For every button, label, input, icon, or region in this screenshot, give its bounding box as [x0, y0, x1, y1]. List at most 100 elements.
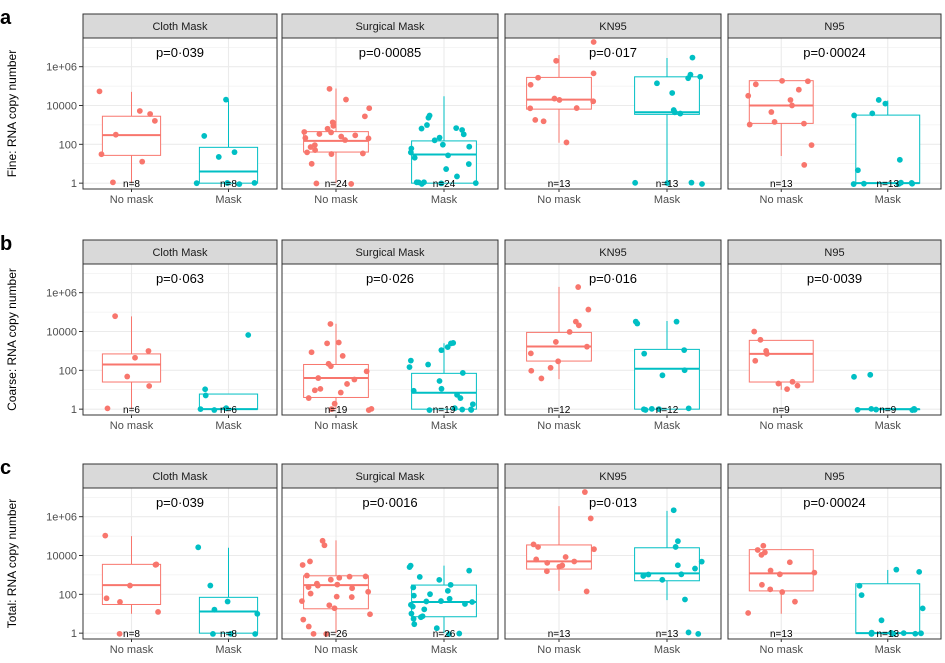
data-point — [308, 160, 315, 167]
data-point — [688, 179, 695, 186]
data-point — [425, 361, 432, 368]
group-no-mask: n=6 — [101, 313, 162, 416]
data-point — [527, 350, 534, 357]
data-point — [562, 554, 569, 560]
data-point — [566, 328, 573, 335]
data-point — [916, 568, 923, 575]
data-point — [327, 576, 334, 583]
data-point — [556, 563, 563, 570]
facet-title: Cloth Mask — [152, 21, 208, 33]
data-point — [305, 584, 312, 590]
data-point — [856, 582, 863, 589]
data-point — [328, 406, 335, 412]
data-point — [752, 81, 759, 88]
data-point — [411, 154, 418, 161]
panel-border — [504, 263, 722, 416]
n-label: n=24 — [433, 179, 456, 190]
data-point — [868, 631, 875, 637]
panel-border — [504, 37, 722, 190]
data-point — [878, 617, 885, 624]
data-point — [311, 387, 318, 394]
data-point — [456, 630, 463, 637]
data-point — [438, 598, 444, 604]
data-point — [327, 363, 334, 370]
x-tick-label: Mask — [431, 194, 458, 206]
data-point — [752, 357, 759, 364]
data-point — [457, 395, 464, 401]
data-point — [758, 551, 765, 558]
data-point — [300, 616, 307, 623]
data-point — [551, 95, 558, 102]
data-point — [898, 179, 904, 186]
panel-border — [727, 487, 942, 640]
n-label: n=12 — [656, 405, 679, 416]
p-value: p=0·00085 — [359, 45, 422, 60]
data-point — [338, 133, 345, 140]
data-point — [227, 630, 234, 637]
box — [303, 575, 369, 610]
data-point — [553, 57, 560, 64]
p-value: p=0·00024 — [803, 45, 866, 60]
x-tick-label: No mask — [760, 420, 804, 432]
p-value: p=0·0039 — [807, 271, 862, 286]
data-point — [768, 109, 775, 115]
p-value: p=0·039 — [156, 45, 204, 60]
data-point — [685, 75, 692, 82]
data-point — [346, 573, 353, 580]
data-point — [145, 348, 152, 354]
data-point — [361, 113, 368, 120]
data-point — [410, 387, 417, 394]
data-point — [315, 375, 322, 381]
group-mask: n=8 — [193, 96, 259, 190]
data-point — [584, 343, 590, 350]
facet-title: KN95 — [599, 21, 627, 33]
x-tick-label: Mask — [431, 644, 458, 656]
data-point — [304, 149, 310, 156]
group-no-mask: n=13 — [745, 542, 818, 640]
data-point — [775, 380, 782, 387]
data-point — [224, 180, 231, 186]
data-point — [104, 405, 111, 412]
data-point — [547, 364, 554, 371]
data-point — [873, 406, 879, 413]
data-point — [117, 599, 123, 605]
x-tick-label: No mask — [110, 420, 154, 432]
data-point — [453, 125, 460, 132]
n-label: n=13 — [876, 629, 899, 640]
data-point — [900, 630, 907, 637]
facet-b-0: Cloth Mask p=0·063 n=6 No mask n=6 Mask — [82, 239, 278, 432]
data-point — [544, 559, 551, 566]
data-point — [254, 610, 261, 617]
panel-label-b: b — [0, 233, 12, 255]
data-point — [801, 162, 808, 168]
facet-strip — [504, 13, 722, 39]
n-label: n=12 — [548, 405, 571, 416]
data-point — [850, 181, 857, 187]
data-point — [436, 378, 443, 384]
facet-a-1: Surgical Mask p=0·00085 n=24 No mask n=24 Mas… — [281, 13, 499, 206]
group-mask: n=13 — [850, 97, 921, 190]
data-point — [307, 590, 314, 597]
row-b: b Coarse: RNA copy number 1e+06 10000 100 1 Cl… — [0, 233, 942, 432]
group-mask: n=8 — [195, 544, 261, 640]
group-no-mask: n=13 — [526, 489, 597, 640]
data-point — [366, 105, 373, 112]
facet-strip — [504, 239, 722, 265]
facet-b-3: N95 p=0·0039 n=9 No mask n=9 Mask — [727, 239, 942, 432]
data-point — [858, 592, 865, 598]
n-label: n=19 — [325, 405, 348, 416]
data-point — [528, 367, 535, 374]
data-point — [759, 581, 765, 588]
panel-label-a: a — [0, 7, 12, 29]
data-point — [867, 371, 874, 378]
data-point — [685, 405, 692, 412]
y-tick-label: 100 — [59, 139, 77, 151]
n-label: n=13 — [656, 629, 679, 640]
data-point — [555, 358, 562, 365]
data-point — [685, 629, 692, 636]
data-point — [466, 567, 473, 574]
data-point — [411, 621, 418, 628]
data-point — [406, 364, 413, 370]
